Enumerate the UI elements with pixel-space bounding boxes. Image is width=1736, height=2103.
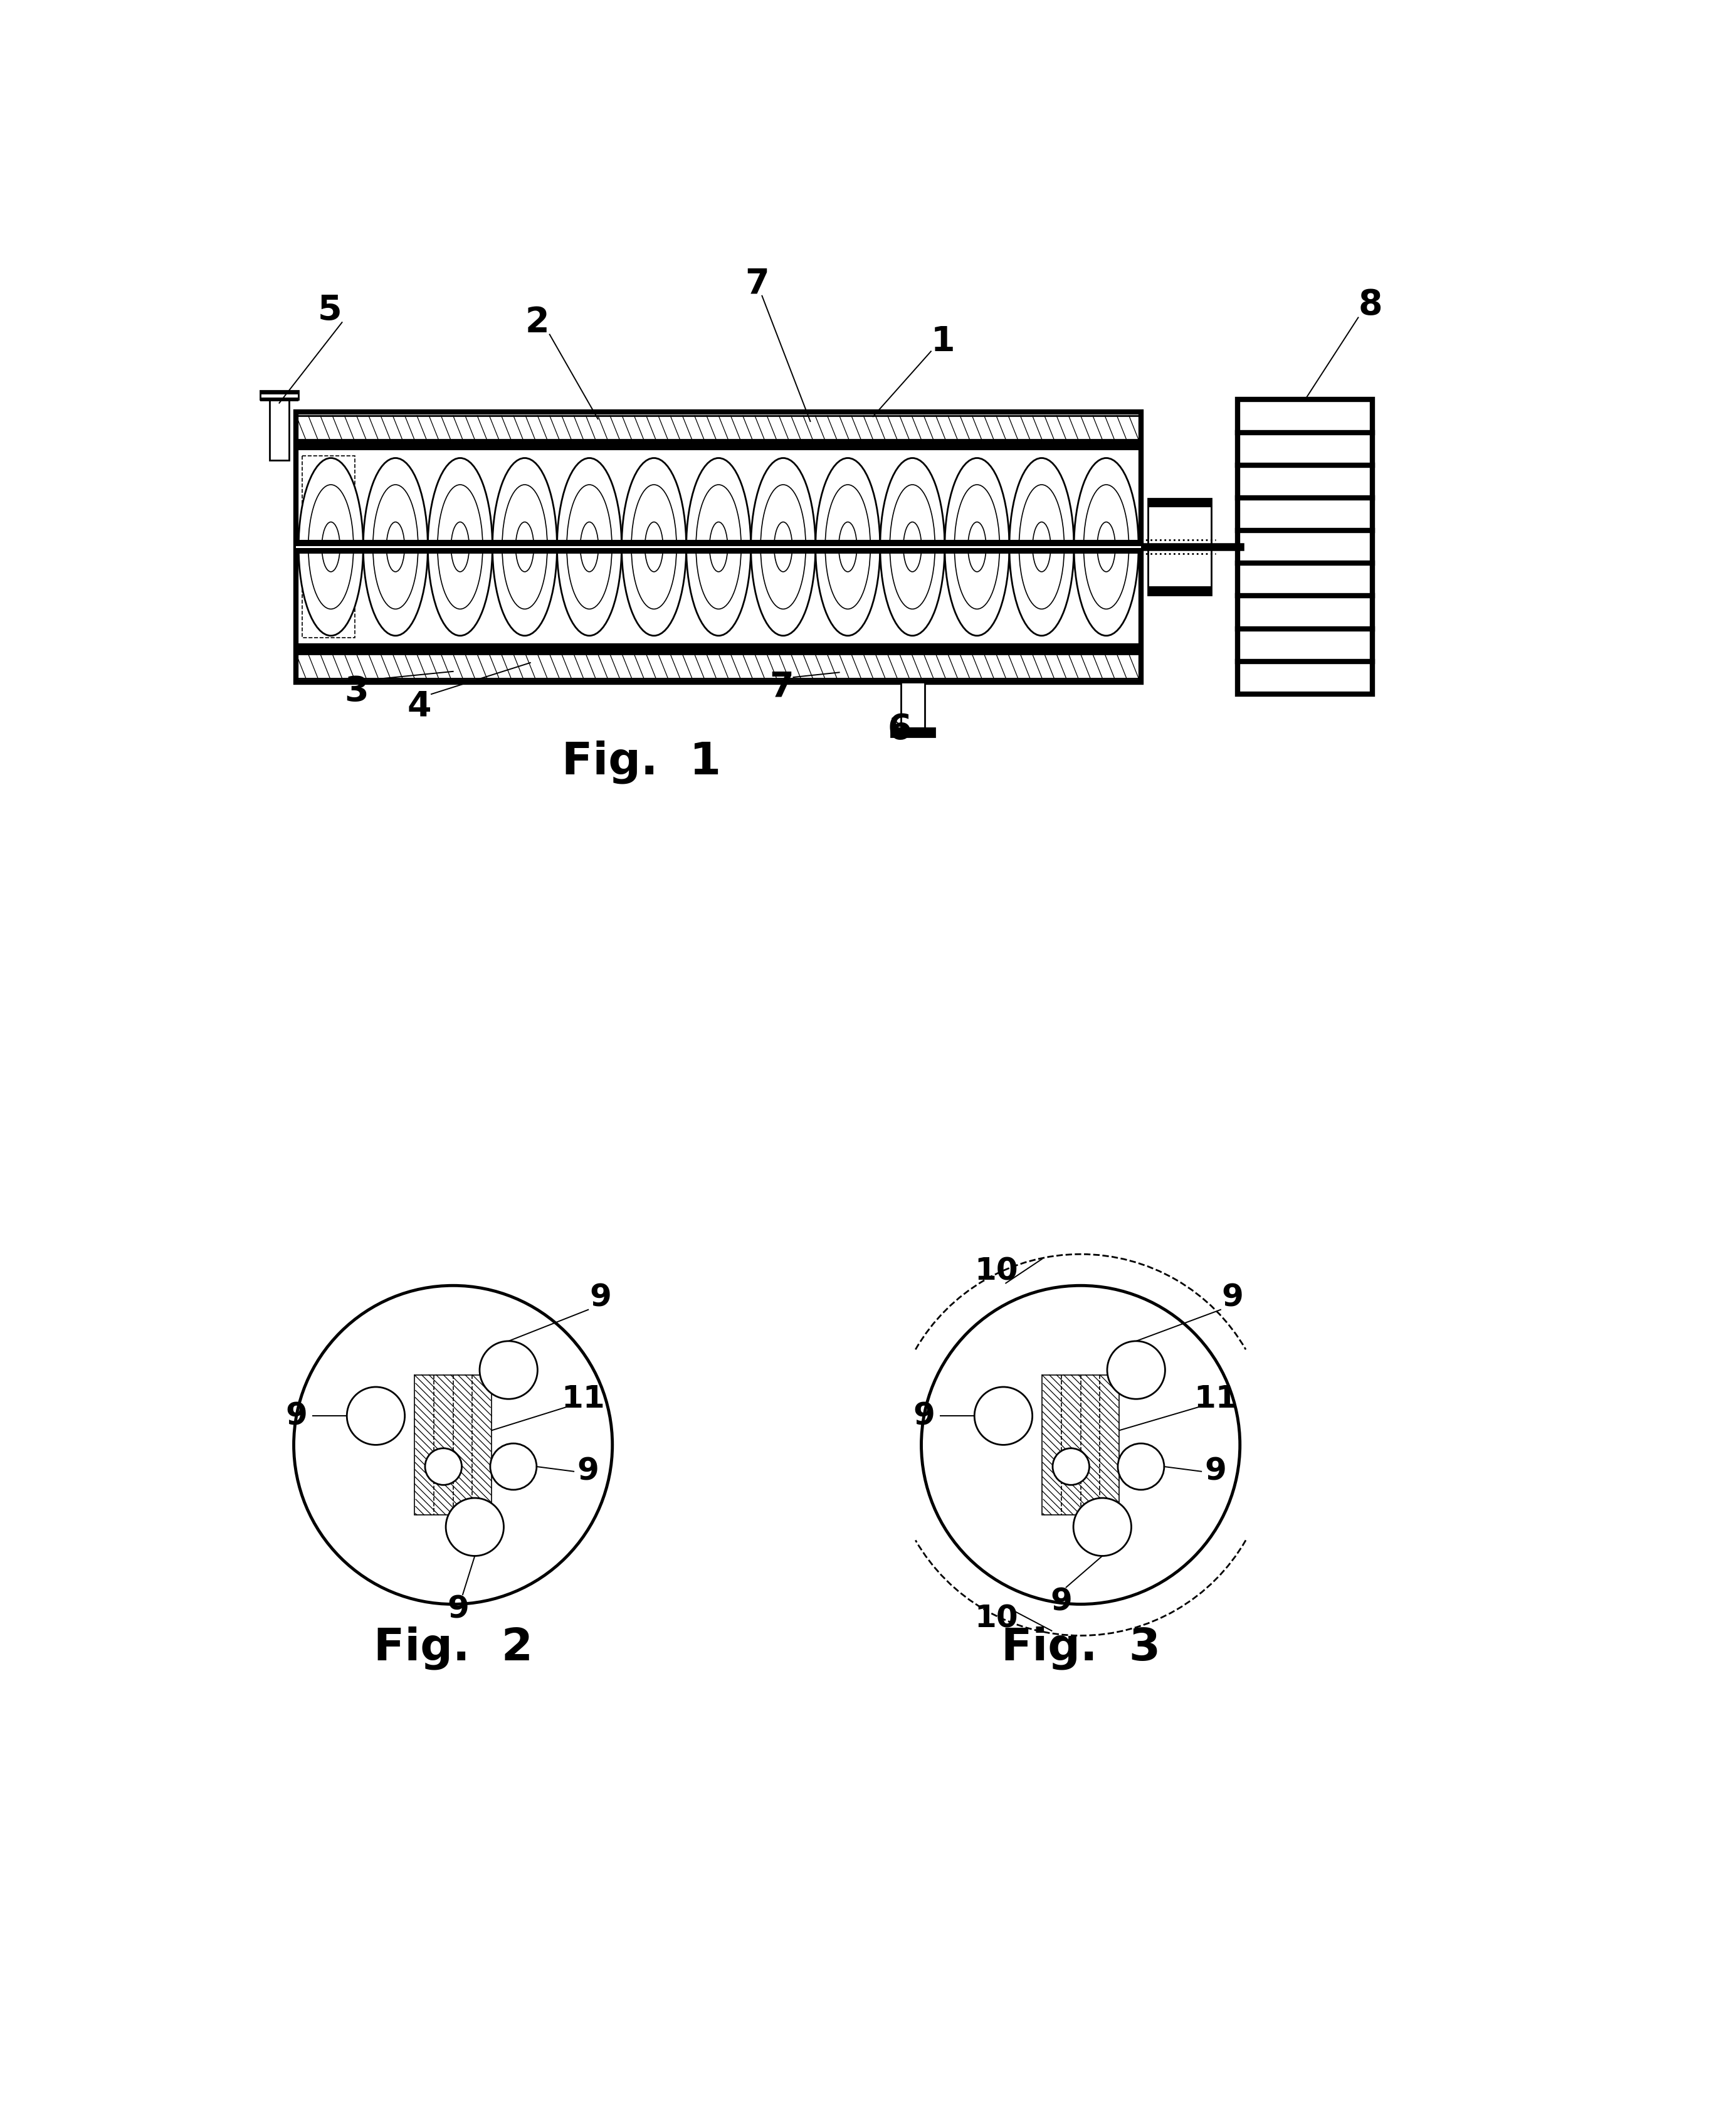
Text: 10: 10 (974, 1255, 1017, 1287)
Bar (1147, 587, 1212, 595)
Ellipse shape (451, 522, 469, 572)
Bar (269, 400, 288, 461)
Text: 10: 10 (974, 1605, 1017, 1634)
Circle shape (293, 1285, 613, 1605)
Circle shape (922, 1285, 1240, 1605)
Ellipse shape (644, 522, 663, 572)
Text: 8: 8 (1358, 288, 1382, 322)
Bar (1238, 400, 1373, 694)
Ellipse shape (760, 484, 806, 610)
Ellipse shape (880, 458, 944, 635)
Text: Fig.  1: Fig. 1 (562, 740, 720, 784)
Ellipse shape (686, 458, 752, 635)
Circle shape (1073, 1497, 1132, 1556)
Bar (260, 391, 299, 393)
Ellipse shape (387, 522, 404, 572)
Text: 9: 9 (446, 1594, 469, 1624)
Bar (297, 644, 1141, 654)
Ellipse shape (1019, 484, 1064, 610)
Bar (297, 540, 1141, 547)
Circle shape (425, 1449, 462, 1485)
Text: 6: 6 (887, 713, 911, 747)
Circle shape (446, 1497, 503, 1556)
Text: Fig.  2: Fig. 2 (373, 1626, 533, 1670)
Ellipse shape (1009, 458, 1075, 635)
Text: 7: 7 (745, 267, 769, 301)
Ellipse shape (752, 458, 816, 635)
Ellipse shape (1097, 522, 1115, 572)
Ellipse shape (566, 484, 613, 610)
Ellipse shape (437, 484, 483, 610)
Ellipse shape (1083, 484, 1128, 610)
Ellipse shape (621, 458, 686, 635)
Text: 11: 11 (1194, 1384, 1238, 1413)
Bar (1147, 498, 1212, 507)
Text: 4: 4 (408, 690, 431, 723)
Bar (297, 416, 1141, 440)
Ellipse shape (816, 458, 880, 635)
Ellipse shape (363, 458, 427, 635)
Ellipse shape (955, 484, 1000, 610)
Ellipse shape (1033, 522, 1050, 572)
Circle shape (347, 1388, 404, 1445)
Bar (260, 391, 299, 400)
Text: 9: 9 (1205, 1457, 1227, 1487)
Ellipse shape (838, 522, 858, 572)
Ellipse shape (493, 458, 557, 635)
Ellipse shape (309, 484, 354, 610)
Text: 7: 7 (769, 671, 793, 705)
Bar (297, 412, 1141, 681)
Bar (302, 456, 356, 637)
Text: 9: 9 (285, 1401, 307, 1430)
Text: 11: 11 (561, 1384, 606, 1413)
Text: 2: 2 (526, 305, 550, 339)
Text: 9: 9 (1050, 1588, 1073, 1617)
Bar (415, 1375, 491, 1514)
Circle shape (479, 1342, 538, 1398)
Ellipse shape (1075, 458, 1139, 635)
Ellipse shape (944, 458, 1009, 635)
Bar (891, 728, 934, 736)
Ellipse shape (825, 484, 870, 610)
Text: 3: 3 (344, 675, 368, 709)
Text: 9: 9 (578, 1457, 599, 1487)
Ellipse shape (321, 522, 340, 572)
Ellipse shape (903, 522, 922, 572)
Ellipse shape (632, 484, 677, 610)
Text: 9: 9 (913, 1401, 934, 1430)
Ellipse shape (502, 484, 547, 610)
Ellipse shape (969, 522, 986, 572)
Bar (297, 440, 1141, 450)
Circle shape (1108, 1342, 1165, 1398)
Circle shape (974, 1388, 1033, 1445)
Bar (1147, 498, 1212, 595)
Circle shape (1052, 1449, 1088, 1485)
Bar (901, 681, 925, 728)
Text: 1: 1 (930, 324, 955, 360)
Bar (1042, 1375, 1120, 1514)
Text: 5: 5 (318, 292, 342, 328)
Ellipse shape (299, 458, 363, 635)
Ellipse shape (373, 484, 418, 610)
Ellipse shape (557, 458, 621, 635)
Text: 9: 9 (1222, 1283, 1243, 1312)
Bar (299, 450, 1139, 644)
Text: Fig.  3: Fig. 3 (1002, 1626, 1160, 1670)
Ellipse shape (427, 458, 493, 635)
Ellipse shape (774, 522, 792, 572)
Bar (297, 654, 1141, 677)
Ellipse shape (710, 522, 727, 572)
Circle shape (490, 1443, 536, 1489)
Ellipse shape (696, 484, 741, 610)
Ellipse shape (891, 484, 936, 610)
Ellipse shape (580, 522, 599, 572)
Bar (297, 549, 1141, 553)
Ellipse shape (516, 522, 533, 572)
Bar (260, 397, 299, 402)
Circle shape (1118, 1443, 1165, 1489)
Text: 9: 9 (589, 1283, 611, 1312)
